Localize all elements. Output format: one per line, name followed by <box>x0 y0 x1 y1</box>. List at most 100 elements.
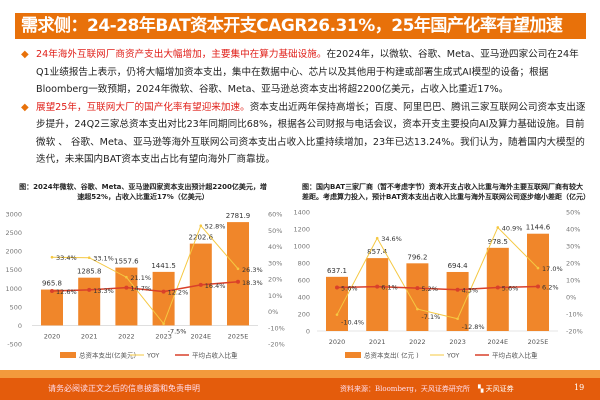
y-tick-label: 3000 <box>5 211 22 219</box>
bar-label: 1441.5 <box>151 262 176 270</box>
x-tick-label: 2024E <box>487 338 508 346</box>
x-tick-label: 2023 <box>449 338 466 346</box>
line-point <box>161 289 166 294</box>
line-yoy <box>336 226 539 320</box>
bar <box>41 289 63 326</box>
bar-label: 2202.6 <box>189 234 214 242</box>
y-tick-label: 2000 <box>5 248 22 256</box>
y-tick-label: 1400 <box>293 209 310 217</box>
line-point <box>375 284 380 289</box>
source: 资料来源：Bloomberg，天风证券研究所 <box>340 385 470 393</box>
x-tick-label: 2021 <box>81 332 98 340</box>
y2-tick-label: 10% <box>268 292 282 300</box>
diamond-icon: ◆ <box>21 101 29 113</box>
legend-bar-swatch <box>60 352 76 358</box>
x-tick-label: 2023 <box>155 332 172 340</box>
x-tick-label: 2022 <box>409 338 426 346</box>
line-point <box>335 285 339 290</box>
bar <box>366 258 389 331</box>
diamond-icon: ◆ <box>21 49 29 60</box>
y2-tick-label: 40% <box>268 243 282 251</box>
line-label: 12.2% <box>168 289 189 297</box>
line-label: 6.2% <box>542 283 559 291</box>
line-ratio <box>336 285 539 291</box>
y2-tick-label: 0% <box>268 308 278 316</box>
y2-tick-label: 60% <box>268 211 282 219</box>
line-point <box>496 226 500 229</box>
line-point <box>199 224 203 227</box>
line-point <box>50 289 54 294</box>
y-tick-label: -500 <box>7 341 22 349</box>
line-label: 52.8% <box>205 223 226 231</box>
y-tick-label: 600 <box>298 277 310 285</box>
slide-title: 需求侧：24-28年BAT资本开支CAGR26.31%，25年国产化率有望加速 <box>15 13 586 39</box>
x-tick-label: 2020 <box>44 332 61 340</box>
line-yoy <box>51 224 239 325</box>
line-label: 12.6% <box>56 288 77 296</box>
line-point <box>456 317 459 321</box>
line-label: 6.1% <box>381 284 398 292</box>
bullet-text: 资本支出近两年保持高增长；百度、阿里巴巴、腾讯三家互联网公司资本支出逐步提升，2… <box>36 101 586 166</box>
y2-tick-label: -10% <box>566 311 583 319</box>
line-point <box>415 286 420 291</box>
chart-title-left: 图：2024年微软、谷歌、Meta、亚马逊四家资本支出预计超2200亿美元，增速… <box>19 183 267 201</box>
bullet-highlight: 展望25年，互联网大厂的国产化率有望迎来加速。 <box>36 101 250 113</box>
footer: 请务必阅读正文之后的信息披露和免责申明 资料来源：Bloomberg，天风证券研… <box>0 378 600 400</box>
line-point <box>495 285 500 290</box>
bar <box>152 271 175 326</box>
line-point <box>335 313 339 316</box>
line-point <box>125 275 128 279</box>
line-point <box>416 307 419 311</box>
line-point <box>50 255 54 259</box>
line-label: 33.1% <box>93 255 114 263</box>
y-tick-label: 2500 <box>5 229 22 237</box>
y2-tick-label: 30% <box>268 259 282 267</box>
bar-label: 978.5 <box>488 238 508 246</box>
page-number: 19 <box>574 383 585 392</box>
bar-label: 2781.9 <box>226 212 251 220</box>
y-tick-label: 200 <box>298 311 310 319</box>
x-tick-label: 2025E <box>228 332 249 340</box>
bullet-item: ◆ 24年海外互联网厂商资产支出大幅增加，主要集中在算力基础设施。在2024年，以… <box>18 46 588 99</box>
line-label: -10.4% <box>341 319 364 327</box>
bar-label: 965.8 <box>42 280 62 288</box>
bar <box>78 277 101 326</box>
bullet-highlight: 24年海外互联网厂商资产支出大幅增加，主要集中在算力基础设施。 <box>36 49 327 60</box>
line-label: 5.6% <box>502 284 519 292</box>
logo: ▚ 天风证券 <box>478 385 514 393</box>
line-point <box>87 256 91 260</box>
line-label: -7.5% <box>168 328 187 336</box>
bullet-item: ◆ 展望25年，互联网大厂的国产化率有望迎来加速。资本支出近两年保持高增长；百度、… <box>18 99 588 169</box>
y-tick-label: 500 <box>10 303 22 311</box>
line-label: 13.3% <box>93 287 114 295</box>
line-label: 33.4% <box>56 254 77 262</box>
line-label: 34.6% <box>381 235 402 243</box>
bar-label: 857.4 <box>367 248 388 256</box>
legend-label: YOY <box>146 352 159 360</box>
line-point <box>236 267 240 271</box>
y-tick-label: 400 <box>298 294 310 302</box>
line-label: -7.1% <box>421 313 440 321</box>
y-tick-label: 0 <box>306 328 310 336</box>
line-label: -12.8% <box>462 323 485 331</box>
bar-label: 1285.8 <box>77 268 102 276</box>
x-tick-label: 2025E <box>528 338 549 346</box>
chart-title-right: 图：国内BAT三家厂商（暂不考虑字节）资本开支占收入比重与海外主要互联网厂商有较… <box>302 183 590 201</box>
y-tick-label: 1000 <box>293 243 310 251</box>
line-label: 21.1% <box>130 274 151 282</box>
x-tick-label: 2020 <box>329 338 346 346</box>
legend-label: YOY <box>446 352 459 360</box>
y-tick-label: 0 <box>18 322 22 330</box>
y2-tick-label: 30% <box>566 243 580 251</box>
legend-label: 总资本支出(亿美元） <box>79 351 140 360</box>
line-point <box>87 287 92 292</box>
line-ratio <box>51 281 239 293</box>
x-tick-label: 2021 <box>369 338 386 346</box>
line-point <box>162 322 165 325</box>
line-label: 16.4% <box>205 282 226 290</box>
y2-tick-label: 0% <box>566 294 576 302</box>
x-tick-label: 2022 <box>118 332 135 340</box>
y-tick-label: 1200 <box>293 226 310 234</box>
y-tick-label: 1500 <box>5 266 22 274</box>
bar <box>527 233 549 331</box>
